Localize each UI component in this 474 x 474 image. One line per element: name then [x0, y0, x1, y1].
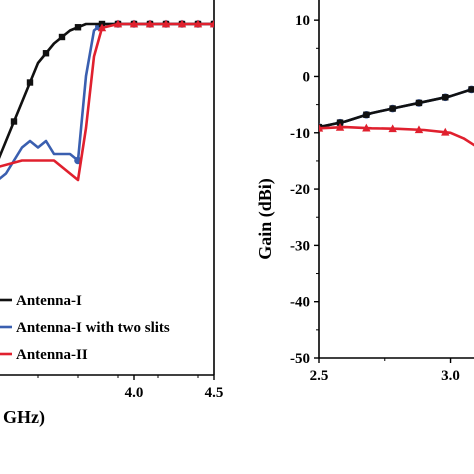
data-point-marker	[74, 24, 82, 31]
data-point-marker	[468, 86, 474, 93]
right-plot-panel: 2.5 3.0 -50 -40 -30 -20 -10 0 10 Gain (dBi)	[255, 0, 474, 384]
series-line-antenna-i-with-two-slits	[0, 22, 214, 181]
data-point-marker	[442, 94, 449, 101]
x-tick-label: 3.0	[441, 368, 460, 384]
left-plot-panel: 4.0 4.5 GHz)	[0, 0, 223, 428]
data-point-marker	[336, 119, 344, 126]
data-point-marker	[177, 19, 187, 28]
data-point-marker	[42, 50, 50, 57]
y-tick-label: -10	[290, 126, 310, 142]
data-point-marker	[209, 19, 214, 28]
legend: Antenna-I Antenna-I with two slits Antenna…	[0, 293, 170, 363]
y-tick-label: 10	[295, 13, 310, 29]
data-point-marker	[362, 123, 371, 132]
series-line-antenna-ii	[319, 125, 474, 147]
data-point-marker	[145, 19, 155, 28]
data-point-marker	[129, 19, 139, 28]
data-point-marker	[389, 105, 396, 112]
data-point-marker	[414, 125, 424, 134]
y-tick-label: -50	[290, 351, 310, 367]
y-tick-label: -30	[290, 238, 310, 254]
data-point-marker	[415, 99, 423, 107]
series-line-antenna-ii	[0, 22, 214, 182]
data-point-marker	[319, 123, 324, 132]
y-axis-title: Gain (dBi)	[255, 178, 276, 260]
legend-label: Antenna-II	[16, 347, 88, 363]
data-point-marker	[335, 122, 345, 131]
x-tick-label: 2.5	[310, 368, 329, 384]
series-group	[0, 19, 214, 182]
x-tick-label: 4.0	[125, 385, 144, 401]
data-point-marker	[26, 79, 34, 86]
data-point-marker	[58, 33, 66, 41]
y-tick-label: -40	[290, 295, 310, 311]
data-point-marker	[10, 118, 18, 125]
data-point-marker	[113, 19, 123, 28]
series-group	[319, 85, 474, 147]
legend-label: Antenna-I with two slits	[16, 320, 170, 336]
data-point-marker	[441, 127, 450, 136]
y-tick-label: 0	[303, 69, 311, 85]
data-point-marker	[161, 19, 171, 28]
series-line-antenna-i	[0, 22, 214, 160]
data-point-marker	[97, 23, 107, 32]
data-point-marker	[363, 111, 370, 118]
data-point-marker	[388, 124, 397, 133]
y-tick-label: -20	[290, 182, 310, 198]
x-tick-label: 4.5	[205, 385, 224, 401]
x-axis-title: GHz)	[3, 407, 45, 428]
legend-label: Antenna-I	[16, 293, 82, 309]
data-point-marker	[193, 19, 203, 28]
